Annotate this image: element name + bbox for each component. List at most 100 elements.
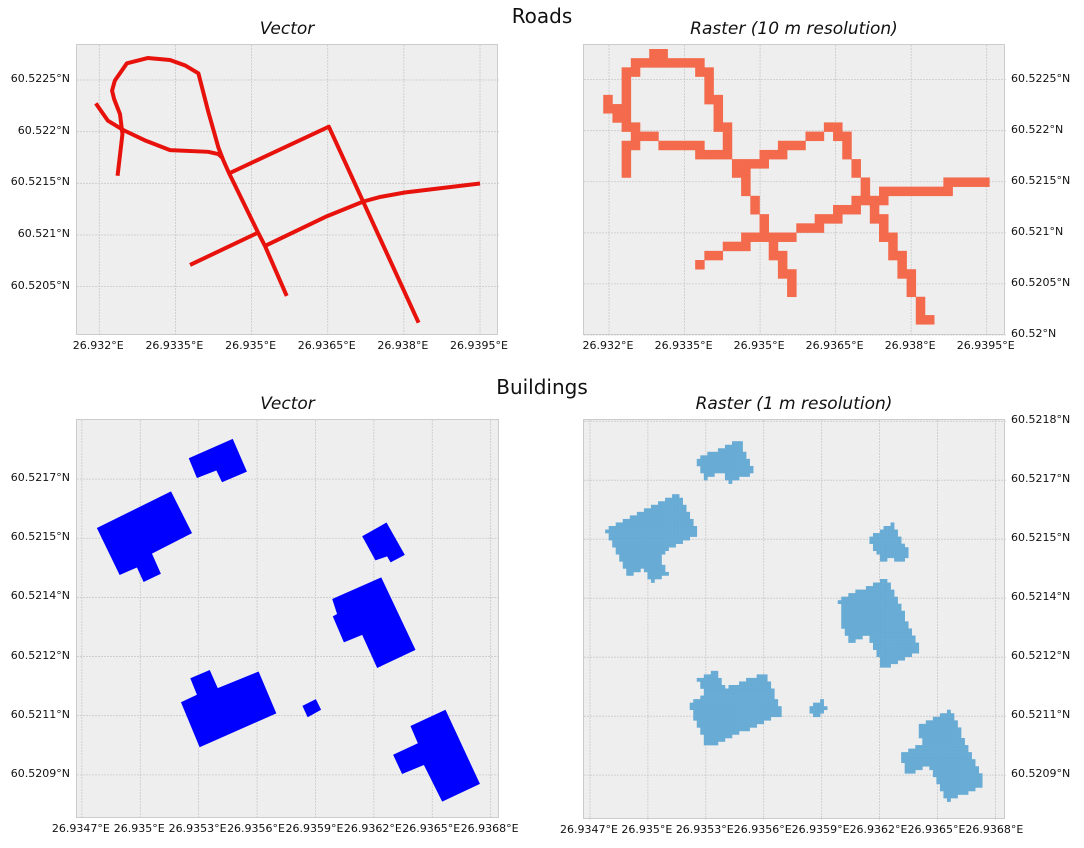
- raster-cell: [943, 780, 948, 785]
- raster-cell: [658, 540, 662, 544]
- raster-cell: [880, 653, 884, 658]
- raster-cell: [943, 186, 953, 197]
- raster-cell: [813, 709, 817, 714]
- raster-cell: [693, 713, 698, 718]
- raster-cell: [957, 737, 962, 742]
- raster-cell: [851, 603, 856, 608]
- raster-cell: [742, 472, 747, 477]
- raster-cell: [742, 688, 747, 693]
- raster-cell: [654, 525, 659, 530]
- raster-cell: [901, 557, 905, 562]
- raster-cell: [753, 677, 757, 682]
- raster-cell: [615, 547, 620, 552]
- raster-cell: [714, 677, 719, 682]
- raster-cell: [946, 794, 951, 799]
- raster-cell: [658, 529, 662, 534]
- raster-cell: [860, 177, 871, 187]
- raster-cell: [862, 631, 867, 636]
- raster-cell: [876, 610, 881, 615]
- raster-cell: [672, 497, 676, 502]
- raster-cell: [872, 536, 877, 541]
- raster-cell: [612, 540, 617, 544]
- raster-cell: [883, 554, 888, 559]
- raster-cell: [700, 695, 705, 700]
- raster-cell: [612, 533, 617, 537]
- raster-cell: [879, 186, 889, 197]
- raster-cell: [901, 617, 905, 622]
- raster-cell: [936, 769, 941, 774]
- raster-cell: [901, 614, 905, 619]
- raster-cell: [897, 617, 902, 622]
- raster-cell: [689, 522, 694, 527]
- raster-cell: [728, 476, 733, 481]
- raster-cell: [897, 656, 902, 661]
- raster-cell: [717, 455, 722, 460]
- raster-cell: [728, 723, 733, 728]
- raster-cell: [860, 195, 871, 206]
- raster-cell: [735, 465, 740, 470]
- raster-cell: [777, 149, 788, 160]
- raster-cell: [957, 776, 962, 781]
- raster-cell: [961, 783, 965, 788]
- raster-cell: [742, 716, 747, 721]
- raster-cell: [672, 515, 676, 520]
- raster-cell: [906, 186, 917, 197]
- raster-cell: [770, 709, 775, 714]
- raster-cell: [654, 533, 659, 537]
- x-tick-label: 26.932°E: [582, 339, 634, 352]
- raster-cell: [929, 737, 934, 742]
- raster-cell: [630, 140, 641, 151]
- raster-cell: [732, 448, 736, 453]
- raster-cell: [619, 540, 624, 544]
- raster-cell: [643, 533, 648, 537]
- raster-cell: [643, 515, 648, 520]
- raster-cell: [763, 677, 768, 682]
- raster-cell: [654, 564, 659, 569]
- raster-cell: [668, 504, 673, 509]
- raster-cell: [650, 564, 655, 569]
- raster-cell: [724, 472, 729, 477]
- raster-cell: [731, 168, 742, 178]
- raster-cell: [883, 660, 888, 665]
- raster-cell: [615, 550, 620, 555]
- raster-cell: [897, 610, 902, 615]
- raster-cell: [865, 621, 870, 626]
- raster-cell: [851, 617, 856, 622]
- raster-cell: [724, 692, 729, 696]
- raster-cell: [897, 557, 902, 562]
- raster-cell: [876, 635, 881, 640]
- raster-cell: [647, 518, 652, 523]
- raster-cell: [848, 600, 853, 605]
- raster-cell: [714, 681, 719, 686]
- raster-cell: [876, 603, 881, 608]
- raster-cell: [851, 639, 856, 643]
- raster-cell: [763, 684, 768, 689]
- raster-cell: [876, 642, 881, 647]
- raster-cell: [872, 617, 877, 622]
- raster-cell: [633, 515, 638, 520]
- raster-cell: [735, 702, 740, 707]
- raster-cell: [883, 656, 888, 661]
- raster-cell: [686, 515, 691, 520]
- raster-cell: [943, 741, 948, 746]
- raster-cell: [647, 515, 652, 520]
- raster-cell: [713, 149, 724, 160]
- raster-cell: [872, 533, 877, 537]
- raster-cell: [901, 550, 905, 555]
- raster-cell: [721, 706, 726, 711]
- raster-cell: [695, 58, 705, 68]
- raster-cell: [622, 540, 627, 544]
- raster-cell: [915, 315, 926, 325]
- raster-cell: [943, 762, 948, 767]
- raster-cell: [767, 702, 772, 707]
- raster-cell: [626, 529, 631, 534]
- raster-cell: [615, 540, 620, 544]
- raster-cell: [714, 670, 719, 675]
- y-tick-label: 60.5205°N: [10, 278, 70, 292]
- raster-cell: [633, 547, 638, 552]
- raster-cell: [626, 547, 631, 552]
- raster-cell: [707, 734, 712, 739]
- raster-cell: [703, 681, 708, 686]
- raster-cell: [661, 536, 666, 541]
- raster-cell: [654, 568, 659, 573]
